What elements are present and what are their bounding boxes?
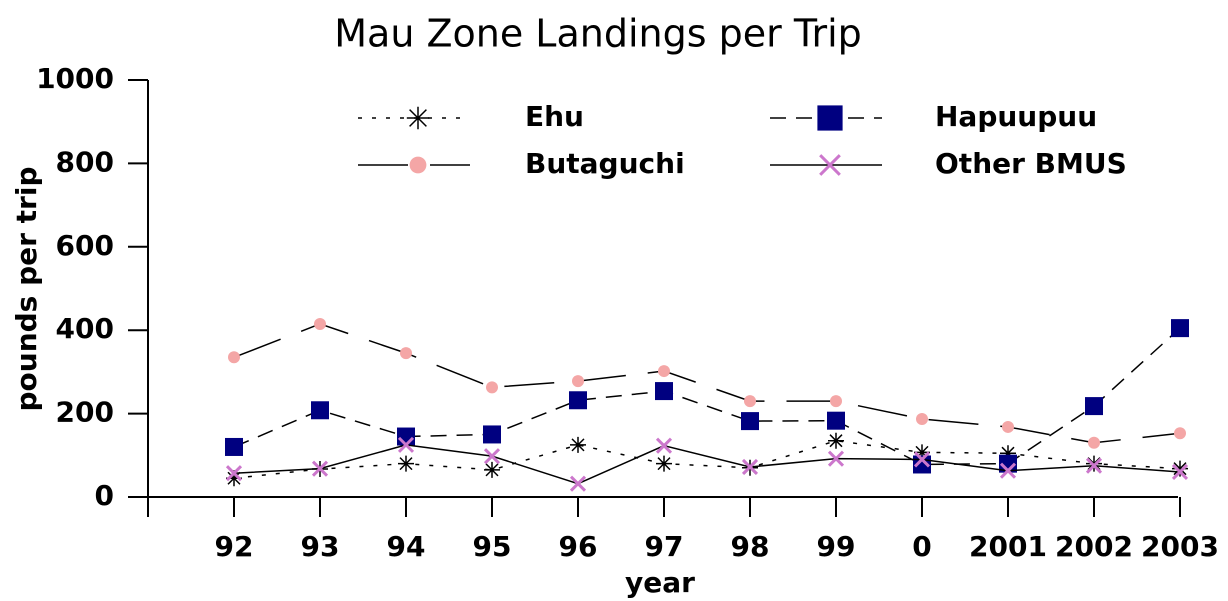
x-tick-label: 93: [301, 530, 340, 563]
x-tick-label: 2003: [1141, 530, 1219, 563]
marker: [398, 455, 414, 472]
legend-label: Hapuupuu: [935, 100, 1097, 133]
marker: [225, 437, 243, 456]
marker: [1088, 436, 1100, 449]
marker: [483, 425, 501, 444]
legend-label: Ehu: [525, 100, 584, 133]
marker: [916, 413, 928, 426]
x-tick-label: 94: [387, 530, 426, 563]
x-tick-label: 96: [559, 530, 598, 563]
marker: [486, 381, 498, 394]
marker: [228, 351, 240, 364]
marker: [409, 156, 427, 174]
marker: [827, 411, 845, 430]
x-tick-label: 2002: [1055, 530, 1133, 563]
y-tick-label: 1000: [36, 62, 114, 95]
marker: [1174, 427, 1186, 440]
marker: [828, 432, 844, 449]
marker: [406, 106, 430, 130]
marker: [1002, 420, 1014, 433]
legend-label: Butaguchi: [525, 147, 685, 180]
y-axis-label: pounds per trip: [10, 166, 43, 411]
marker: [741, 412, 759, 431]
marker: [817, 105, 843, 131]
x-tick-label: 0: [912, 530, 931, 563]
x-axis-label: year: [625, 566, 695, 599]
marker: [741, 458, 759, 476]
series-line: [233, 439, 1181, 479]
chart-title: Mau Zone Landings per Trip: [334, 12, 862, 56]
x-tick-label: 99: [817, 530, 856, 563]
marker: [225, 465, 243, 482]
marker: [656, 455, 672, 472]
x-tick-label: 98: [731, 530, 770, 563]
marker: [311, 401, 329, 420]
marker: [914, 444, 930, 461]
marker: [397, 436, 415, 453]
marker: [400, 347, 412, 360]
legend-label: Other BMUS: [935, 147, 1127, 180]
marker: [1000, 445, 1016, 462]
marker: [913, 451, 931, 468]
marker: [1172, 460, 1188, 477]
x-tick-label: 2001: [969, 530, 1047, 563]
y-tick-label: 600: [56, 229, 114, 262]
x-tick-label: 95: [473, 530, 512, 563]
marker: [311, 460, 329, 477]
marker: [1085, 457, 1103, 474]
marker: [1171, 319, 1189, 338]
marker: [570, 436, 586, 453]
marker: [569, 475, 587, 492]
marker: [655, 382, 673, 401]
series-line: [233, 327, 1181, 466]
marker: [744, 395, 756, 408]
y-tick-label: 400: [56, 312, 114, 345]
marker: [226, 470, 242, 487]
series-line: [233, 323, 1181, 444]
marker: [569, 391, 587, 410]
marker: [572, 375, 584, 388]
marker: [658, 365, 670, 378]
marker: [999, 462, 1017, 479]
x-tick-label: 97: [645, 530, 684, 563]
marker: [484, 461, 500, 478]
y-tick-label: 200: [56, 396, 114, 429]
series-line: [233, 444, 1181, 485]
y-tick-label: 800: [56, 145, 114, 178]
marker: [827, 450, 845, 467]
marker: [1171, 463, 1189, 481]
marker: [819, 154, 841, 176]
y-tick-label: 0: [95, 479, 114, 512]
marker: [314, 317, 326, 330]
marker: [655, 437, 673, 454]
x-tick-label: 92: [215, 530, 254, 563]
marker: [483, 448, 501, 465]
marker: [830, 395, 842, 408]
marker: [1085, 397, 1103, 416]
